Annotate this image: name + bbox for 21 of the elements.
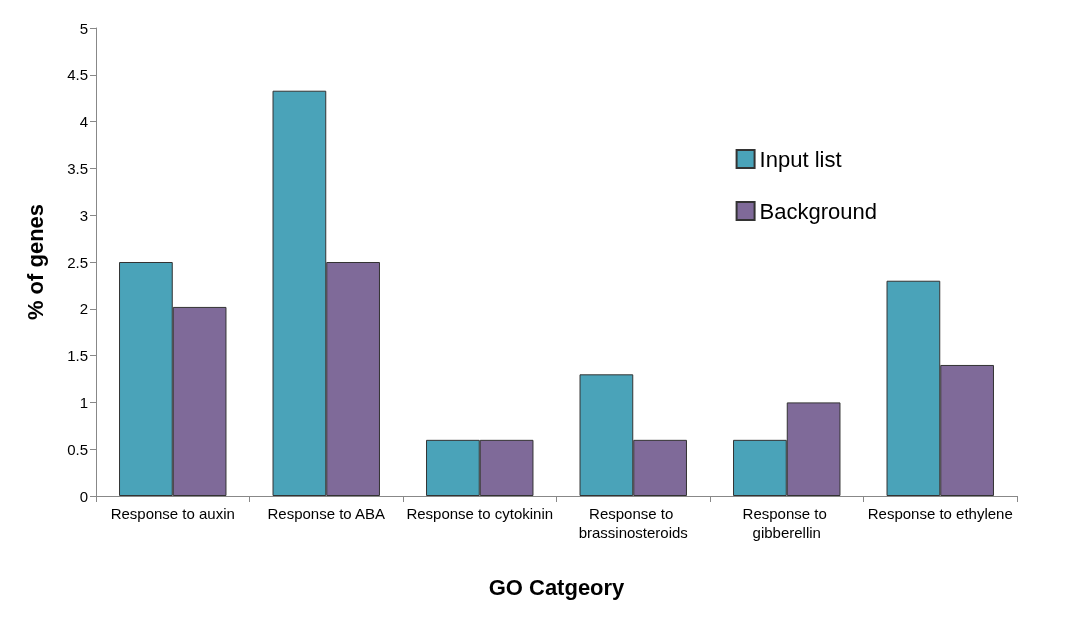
x-axis-title: GO Catgeory bbox=[488, 574, 626, 600]
y-tick-label: 0 bbox=[79, 487, 88, 505]
y-tick-label: 3 bbox=[79, 206, 88, 224]
legend-label: Background bbox=[759, 198, 878, 224]
y-tick-label: 4.5 bbox=[67, 66, 88, 84]
x-tick-label: Response to auxin bbox=[110, 505, 235, 522]
y-tick-label: 2.5 bbox=[67, 253, 88, 271]
y-tick-label: 4 bbox=[79, 113, 88, 131]
y-tick-label: 3.5 bbox=[67, 159, 88, 177]
x-tick-label: Response to ethylene bbox=[867, 505, 1013, 522]
x-tick-label: Response to ABA bbox=[267, 505, 386, 522]
y-tick-label: 1 bbox=[79, 393, 88, 411]
y-axis-title: % of genes bbox=[22, 203, 48, 321]
legend-label: Input list bbox=[759, 146, 842, 172]
y-tick-label: 1.5 bbox=[67, 347, 88, 365]
x-tick-label: Response to brassinosteroids bbox=[578, 505, 688, 541]
x-tick-label: Response to cytokinin bbox=[406, 505, 554, 522]
x-tick-label: Response to gibberellin bbox=[742, 505, 831, 541]
y-tick-label: 5 bbox=[79, 19, 88, 37]
y-tick-label: 0.5 bbox=[67, 440, 88, 458]
y-tick-label: 2 bbox=[79, 300, 88, 318]
